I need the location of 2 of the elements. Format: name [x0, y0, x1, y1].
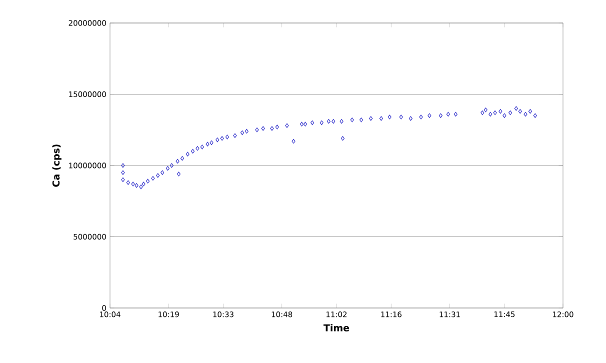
x-axis-title: Time	[324, 324, 350, 332]
y-axis-title: Ca (cps)	[52, 144, 62, 187]
